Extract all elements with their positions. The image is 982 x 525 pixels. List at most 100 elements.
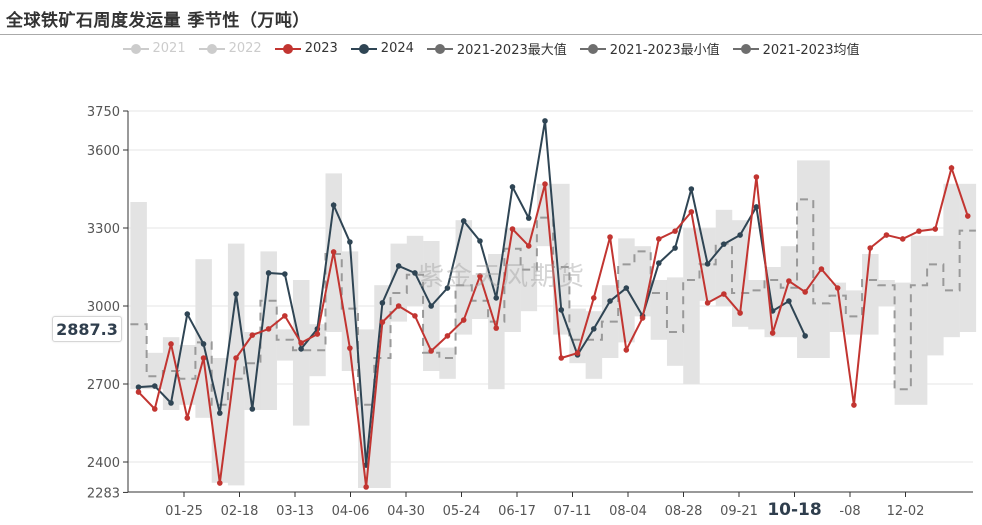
watermark: 紫金天风期货 [418, 262, 587, 292]
data-point-2024 [412, 270, 418, 276]
min-max-band-bar [439, 347, 456, 379]
legend-item-2021-2023均值[interactable]: 2021-2023均值 [732, 39, 860, 58]
data-point-2024 [721, 241, 727, 247]
data-point-2023 [395, 303, 402, 309]
y-tick-label: 2700 [87, 378, 120, 393]
data-point-2024 [151, 383, 158, 389]
min-max-band-bar [553, 183, 570, 335]
x-tick-label: 08-28 [665, 504, 703, 519]
data-point-2023 [282, 313, 288, 319]
data-point-2023 [314, 331, 321, 337]
data-point-2023 [948, 165, 955, 171]
legend-label: 2023 [304, 41, 338, 56]
x-tick-label: 07-11 [554, 504, 592, 519]
data-point-2024 [688, 186, 695, 192]
data-point-2023 [363, 484, 369, 490]
series-line-2024 [138, 120, 807, 466]
data-point-2023 [769, 330, 776, 336]
data-point-2024 [298, 346, 304, 352]
legend-item-2021-2023最大值[interactable]: 2021-2023最大值 [426, 39, 567, 58]
data-point-2023 [753, 174, 760, 180]
legend-line-circle-icon [426, 43, 453, 54]
data-point-2023 [217, 480, 223, 486]
data-point-2023 [558, 355, 565, 361]
data-point-2024 [135, 384, 142, 390]
legend-item-2024[interactable]: 2024 [350, 39, 414, 58]
legend-item-2023[interactable]: 2023 [274, 39, 338, 58]
data-point-2024 [444, 285, 451, 291]
data-point-2024 [672, 245, 678, 251]
legend-label: 2021-2023最小值 [609, 43, 720, 58]
legend-item-2021-2023最小值[interactable]: 2021-2023最小值 [579, 39, 720, 58]
data-point-2023 [688, 209, 695, 215]
data-point-2023 [330, 249, 337, 255]
x-tick-label: 09-21 [720, 504, 758, 519]
data-point-2024 [282, 271, 288, 277]
data-point-2023 [265, 326, 272, 332]
min-max-band-bar [666, 277, 684, 366]
data-point-2023 [916, 228, 922, 234]
data-point-2024 [460, 218, 467, 224]
data-point-2024 [217, 410, 223, 416]
data-point-2023 [233, 355, 239, 361]
data-point-2024 [542, 118, 548, 124]
min-max-band-bar [943, 183, 960, 338]
data-point-2023 [737, 310, 743, 316]
data-point-2023 [249, 332, 256, 338]
legend-item-2022[interactable]: 2022 [198, 39, 262, 58]
data-point-2023 [379, 319, 386, 325]
data-point-2023 [932, 226, 939, 232]
min-max-band-bar [894, 282, 912, 405]
y-tick-label: 3750 [87, 105, 120, 120]
data-point-2023 [883, 232, 890, 238]
data-point-2023 [298, 340, 304, 346]
legend-label: 2021-2023均值 [762, 43, 860, 58]
legend-item-2021[interactable]: 2021 [122, 39, 186, 58]
x-tick-label: 05-24 [443, 504, 481, 519]
min-max-band-bar [845, 290, 863, 335]
min-max-band-bar [731, 220, 749, 327]
data-point-2023 [135, 389, 142, 395]
legend-line-circle-icon [579, 43, 606, 54]
min-max-band-bar [910, 235, 928, 405]
data-point-2023 [477, 273, 483, 279]
x-tick-label: 04-06 [332, 504, 370, 519]
data-point-2023 [672, 228, 678, 234]
data-point-2024 [558, 307, 565, 313]
chart-title: 全球铁矿石周度发运量 季节性（万吨） [6, 11, 310, 31]
x-tick-label: 08-04 [609, 504, 647, 519]
data-point-2024 [249, 406, 256, 412]
data-point-2024 [233, 291, 239, 297]
min-max-band-bar [341, 251, 359, 371]
data-point-2024 [379, 300, 386, 306]
data-point-2023 [964, 213, 971, 219]
data-point-2024 [737, 232, 743, 238]
min-max-band-bar [878, 280, 895, 306]
x-tick-label: -08 [839, 504, 860, 519]
legend-line-circle-icon [274, 43, 301, 54]
data-point-2024 [753, 204, 760, 210]
data-point-2024 [168, 400, 174, 406]
min-max-band-bar [927, 235, 944, 356]
title-divider [0, 34, 982, 35]
data-point-2023 [786, 278, 792, 284]
min-max-band-bar [276, 329, 294, 361]
data-point-2024 [200, 341, 207, 347]
data-point-2023 [542, 181, 548, 187]
data-point-2024 [428, 303, 434, 309]
data-point-2023 [168, 341, 174, 347]
min-max-band-bar [130, 202, 147, 390]
data-point-2024 [184, 311, 191, 317]
data-point-2023 [899, 236, 906, 242]
data-point-2023 [412, 313, 418, 319]
data-point-2023 [656, 236, 662, 242]
min-max-band-bar [292, 280, 310, 426]
min-max-band-bar [146, 352, 164, 390]
min-max-band-bar [862, 254, 879, 335]
legend-line-circle-icon [350, 43, 377, 54]
data-point-2023 [607, 234, 613, 240]
data-point-2023 [623, 347, 630, 353]
data-point-2023 [704, 300, 711, 306]
data-point-2024 [704, 261, 711, 267]
